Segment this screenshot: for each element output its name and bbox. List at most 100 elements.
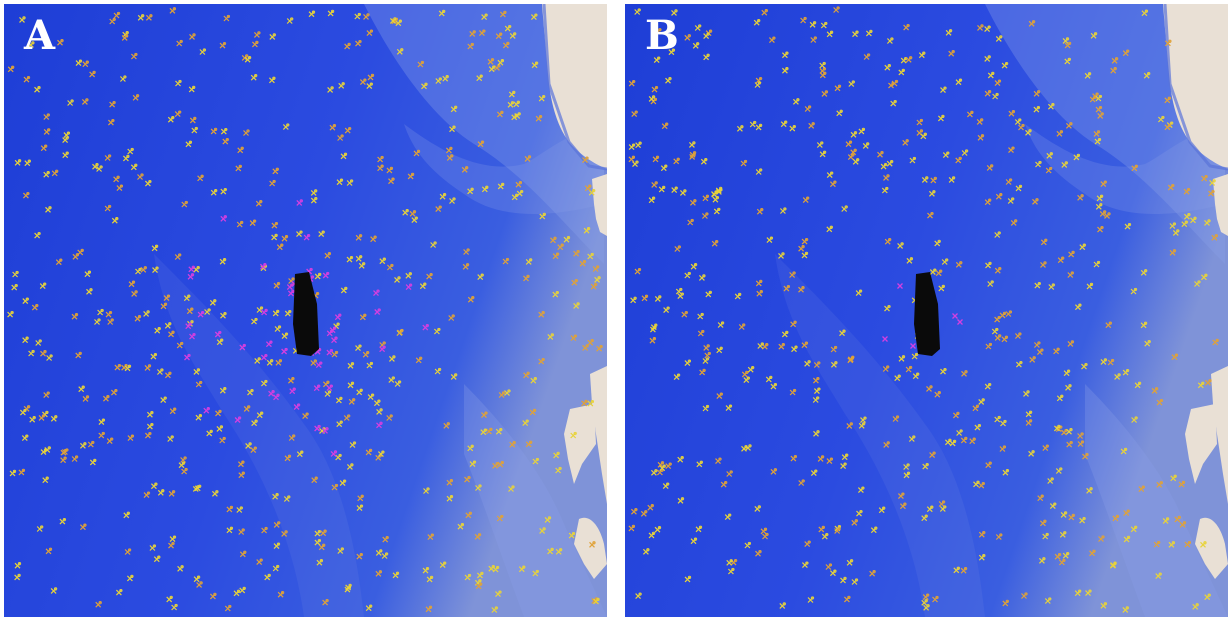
sample-marker [813, 361, 821, 368]
sample-marker [89, 458, 97, 466]
sample-marker [195, 380, 203, 388]
sample-marker [999, 445, 1007, 452]
sample-marker [754, 505, 761, 512]
sample-marker [43, 391, 50, 399]
sample-marker [973, 480, 980, 488]
map-panel-b: B [625, 4, 1228, 617]
sample-marker [82, 395, 90, 402]
sample-marker [107, 118, 115, 126]
sample-marker [467, 42, 474, 50]
sample-marker [346, 463, 354, 470]
sample-marker [72, 253, 80, 260]
highlighted-marker [296, 199, 303, 206]
sample-marker [628, 155, 636, 163]
sample-marker [813, 430, 820, 437]
sample-marker [870, 526, 878, 534]
sample-marker [185, 140, 193, 148]
sample-marker [1140, 269, 1148, 276]
sample-marker [593, 597, 600, 605]
coastline [1163, 4, 1228, 171]
sample-marker [327, 86, 334, 93]
sample-marker [892, 415, 900, 422]
highlighted-marker [188, 265, 195, 273]
sample-marker [485, 427, 493, 435]
sample-marker [130, 52, 138, 60]
sample-marker [514, 112, 521, 119]
sample-marker [855, 289, 863, 297]
sample-marker [269, 179, 276, 187]
sample-marker [474, 533, 482, 540]
sample-marker [153, 555, 161, 563]
sample-marker [945, 29, 953, 36]
sample-marker [922, 593, 930, 601]
sample-marker [570, 431, 577, 439]
sample-marker [169, 407, 177, 415]
sample-marker [539, 212, 546, 220]
sample-marker [1025, 410, 1033, 418]
sample-marker [196, 581, 203, 588]
shallow-water-band [985, 4, 1225, 264]
sample-marker [699, 368, 706, 376]
sample-marker [176, 39, 183, 47]
sample-marker [650, 469, 658, 476]
sample-marker [287, 377, 295, 384]
sample-marker [1025, 129, 1032, 136]
sample-marker [499, 10, 507, 18]
sample-marker [994, 415, 1001, 423]
sample-marker [648, 196, 656, 204]
sample-marker [508, 485, 515, 492]
sample-marker [379, 257, 386, 265]
sample-marker [50, 415, 58, 422]
sample-marker [677, 456, 684, 463]
sample-marker [481, 185, 489, 193]
sample-marker [1066, 428, 1073, 435]
sample-marker [781, 67, 789, 74]
sample-marker [344, 585, 352, 593]
sample-marker [395, 19, 402, 27]
sample-marker [703, 53, 710, 61]
sample-marker [852, 30, 859, 38]
sample-marker [716, 346, 723, 354]
sample-marker [507, 101, 515, 108]
sample-marker [834, 527, 841, 534]
sample-marker [684, 575, 692, 583]
sample-marker [553, 451, 560, 459]
dense-cluster [914, 272, 940, 356]
sample-marker [439, 561, 447, 569]
sample-marker [1042, 532, 1049, 540]
sample-marker [302, 412, 309, 420]
sample-marker [978, 531, 986, 538]
sample-marker [704, 351, 711, 359]
sample-marker [126, 574, 134, 582]
sample-marker [220, 187, 227, 195]
sample-marker [1038, 557, 1046, 564]
map-canvas-a [4, 4, 607, 617]
sample-marker [87, 440, 95, 448]
sample-marker [826, 30, 834, 38]
sample-marker [107, 318, 114, 325]
land-island [1211, 366, 1228, 504]
sample-marker [216, 425, 224, 432]
sample-marker [1134, 381, 1142, 389]
sample-marker [271, 233, 278, 241]
sample-marker [359, 313, 367, 321]
sample-marker [1048, 283, 1055, 290]
sample-marker [488, 565, 495, 572]
sample-marker [314, 272, 322, 280]
sample-marker [181, 200, 188, 208]
sample-marker [434, 367, 442, 375]
highlighted-marker [265, 340, 273, 348]
sample-marker [367, 73, 375, 81]
sample-marker [81, 98, 89, 105]
sample-marker [882, 365, 890, 372]
sample-marker [1204, 593, 1211, 601]
sample-marker [530, 377, 537, 384]
sample-marker [250, 74, 258, 81]
sample-marker [628, 143, 636, 151]
sample-marker [675, 287, 683, 295]
sample-marker [219, 387, 227, 394]
sample-marker [1130, 525, 1138, 533]
sample-marker [836, 109, 843, 117]
sample-marker [544, 516, 552, 523]
sample-marker [63, 131, 71, 139]
